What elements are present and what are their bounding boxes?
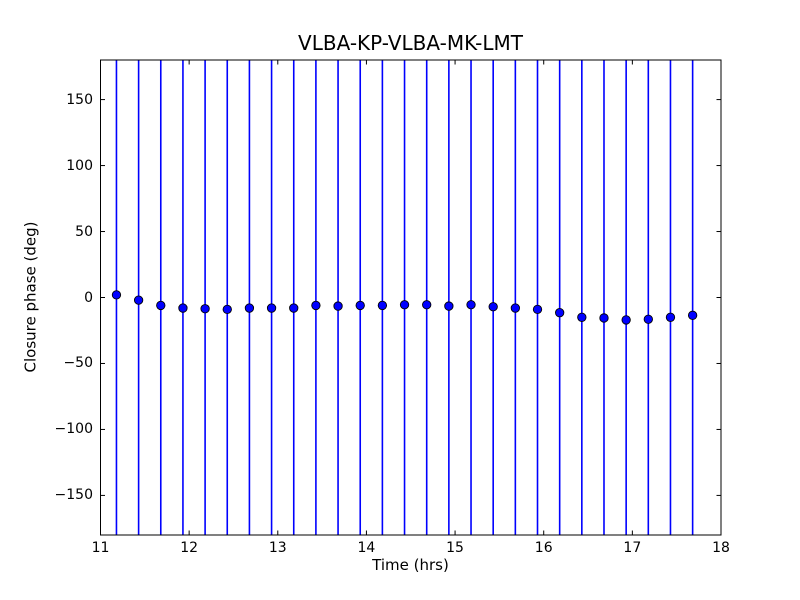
data-point	[111, 290, 122, 300]
data-point	[289, 303, 299, 313]
x-tick-label: 18	[712, 540, 730, 556]
data-point	[399, 300, 410, 310]
y-tick-label: 150	[66, 91, 93, 108]
data-point	[311, 300, 321, 311]
data-point	[444, 301, 454, 311]
x-tick-label: 15	[446, 540, 464, 556]
y-tick-label: −50	[63, 355, 93, 372]
data-point	[488, 302, 498, 312]
data-point	[244, 303, 255, 313]
data-point	[510, 303, 520, 313]
y-tick-label: −100	[54, 421, 93, 438]
x-tick-label: 16	[534, 540, 553, 556]
data-point	[532, 304, 543, 315]
chart-title: VLBA-KP-VLBA-MK-LMT	[298, 31, 523, 55]
data-point	[422, 300, 432, 310]
data-point	[687, 310, 698, 320]
x-tick-label: 12	[180, 540, 199, 556]
data-point	[266, 303, 277, 313]
data-point	[643, 314, 653, 324]
data-point	[555, 308, 565, 318]
x-tick-label: 11	[91, 540, 110, 556]
data-point	[577, 312, 587, 322]
data-point	[665, 312, 676, 322]
data-point	[599, 313, 609, 323]
y-tick-label: 100	[66, 157, 93, 174]
data-point	[178, 303, 188, 313]
x-axis-label: Time (hrs)	[372, 556, 449, 574]
data-point	[355, 300, 365, 311]
y-tick-label: −150	[54, 487, 93, 504]
data-point	[133, 295, 144, 305]
data-point	[222, 304, 232, 315]
data-point	[333, 301, 343, 311]
x-tick-label: 14	[357, 540, 376, 556]
axes-frame	[100, 59, 722, 536]
y-tick-label: 0	[84, 289, 93, 306]
data-point	[200, 304, 210, 314]
x-tick-label: 17	[623, 540, 642, 556]
data-point	[156, 300, 166, 311]
data-point	[466, 300, 476, 310]
data-point	[621, 315, 631, 325]
y-tick-label: 50	[75, 223, 93, 240]
x-tick-label: 13	[268, 540, 287, 556]
data-point	[377, 300, 388, 311]
